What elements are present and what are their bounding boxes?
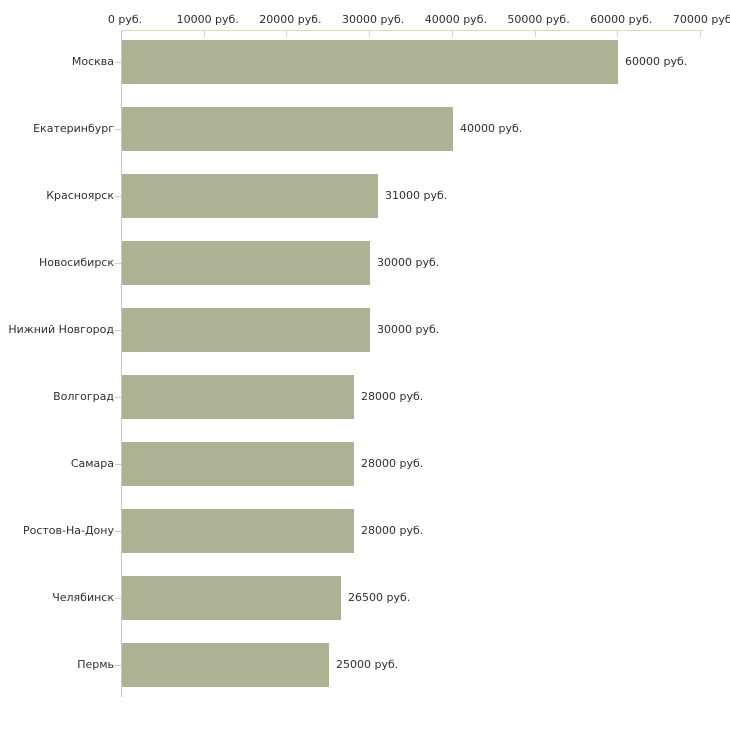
bar [122,442,354,486]
value-label: 30000 руб. [377,256,440,269]
bar [122,576,341,620]
category-label: Ростов-На-Дону [22,524,114,537]
bar [122,174,378,218]
bar [122,241,370,285]
category-label: Челябинск [52,591,114,604]
bar [122,107,453,151]
x-tick-label: 10000 руб. [176,13,239,26]
value-label: 30000 руб. [377,323,440,336]
x-tick-mark [534,31,536,37]
value-label: 25000 руб. [336,658,399,671]
x-tick-mark [369,31,371,37]
x-tick-label: 60000 руб. [590,13,653,26]
y-tick-mark [115,263,121,264]
bar [122,375,354,419]
x-tick-label: 30000 руб. [342,13,405,26]
bar [122,40,618,84]
y-tick-mark [115,464,121,465]
y-axis-line [121,30,122,697]
category-label: Нижний Новгород [8,323,114,336]
x-tick-mark [617,31,619,37]
category-label: Красноярск [46,189,114,202]
value-label: 60000 руб. [625,55,688,68]
y-tick-mark [115,598,121,599]
x-tick-mark [700,31,701,37]
category-label: Новосибирск [38,256,114,269]
value-label: 28000 руб. [361,524,424,537]
bar [122,643,329,687]
y-tick-mark [115,665,121,666]
category-label: Пермь [77,658,114,671]
y-tick-mark [115,531,121,532]
x-tick-label: 70000 руб. [672,13,730,26]
value-label: 28000 руб. [361,390,424,403]
x-tick-mark [203,31,205,37]
value-label: 26500 руб. [348,591,411,604]
category-label: Волгоград [53,390,114,403]
x-tick-label: 0 руб. [107,13,143,26]
bar [122,509,354,553]
x-tick-label: 40000 руб. [424,13,487,26]
y-tick-mark [115,129,121,130]
bar [122,308,370,352]
x-tick-mark [286,31,288,37]
y-tick-mark [115,397,121,398]
y-tick-mark [115,196,121,197]
y-tick-mark [115,62,121,63]
x-axis-line [121,30,703,31]
x-tick-mark [451,31,453,37]
value-label: 28000 руб. [361,457,424,470]
x-tick-label: 50000 руб. [507,13,570,26]
category-label: Москва [71,55,114,68]
value-label: 40000 руб. [460,122,523,135]
category-label: Самара [70,457,114,470]
x-tick-label: 20000 руб. [259,13,322,26]
y-tick-mark [115,330,121,331]
value-label: 31000 руб. [385,189,448,202]
category-label: Екатеринбург [33,122,114,135]
